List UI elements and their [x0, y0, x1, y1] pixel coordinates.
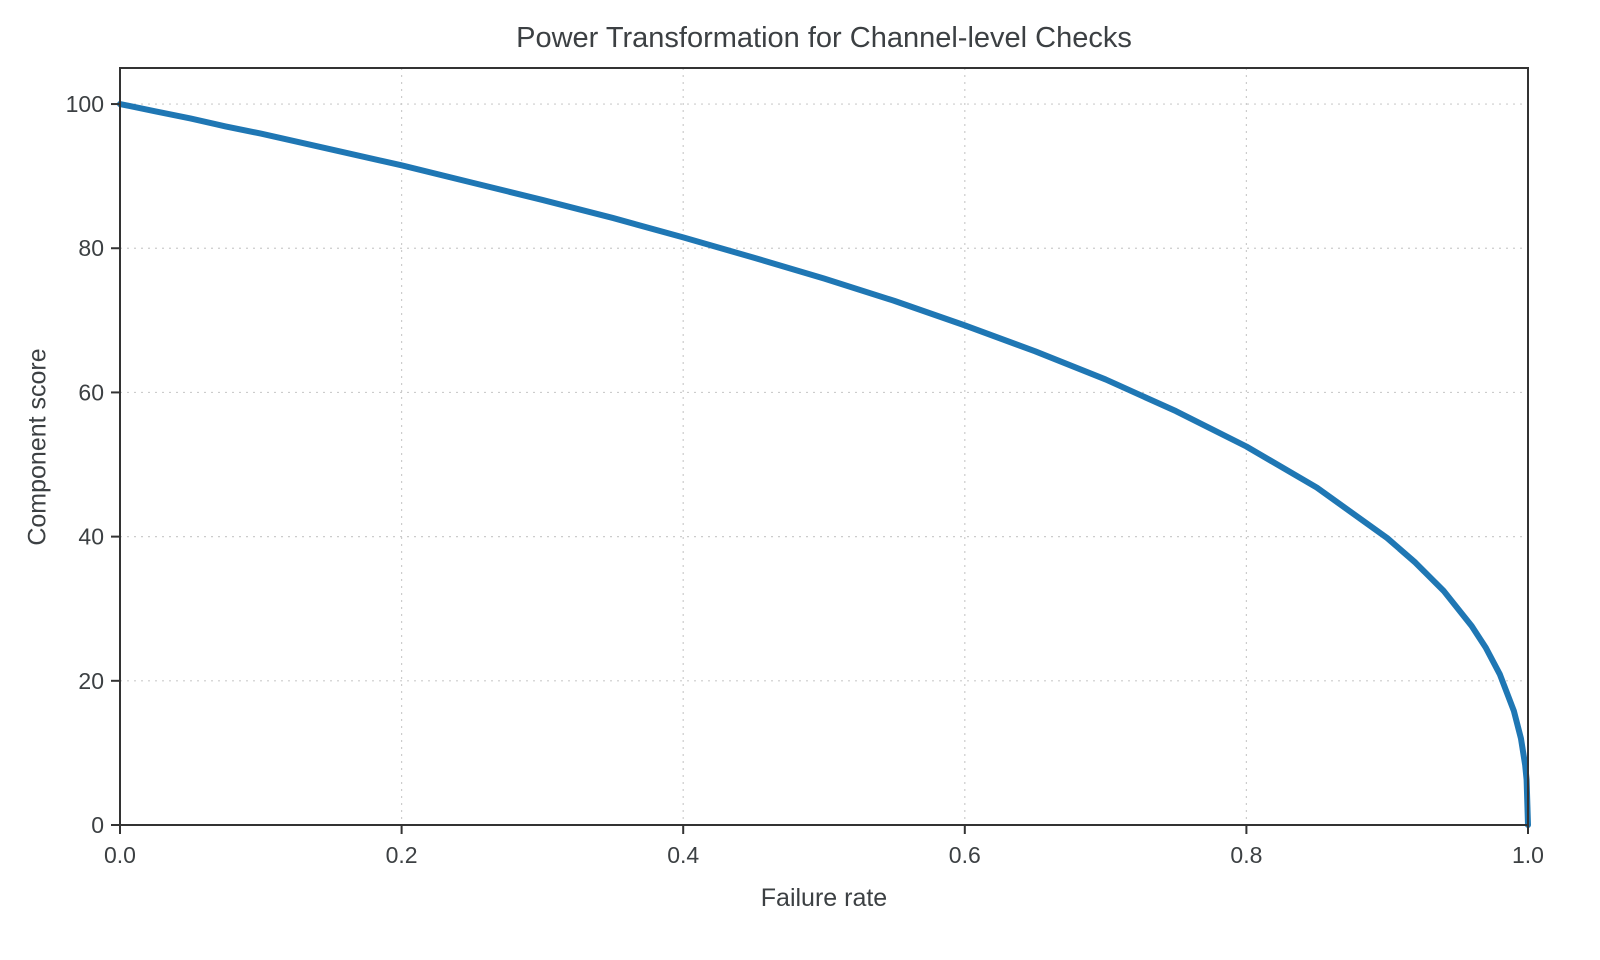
x-tick-label: 0.0: [104, 842, 136, 868]
x-tick-label: 0.2: [386, 842, 418, 868]
x-tick-label: 1.0: [1512, 842, 1544, 868]
y-tick-label: 60: [78, 379, 104, 405]
x-tick-label: 0.8: [1230, 842, 1262, 868]
y-tick-label: 20: [78, 668, 104, 694]
x-tick-label: 0.6: [949, 842, 981, 868]
x-axis-label: Failure rate: [760, 884, 888, 912]
y-axis-label: Component score: [23, 348, 52, 546]
component-score-curve-line: [117, 101, 1531, 828]
y-tick-label: 0: [91, 812, 104, 838]
x-tick-label: 0.4: [667, 842, 699, 868]
y-tick-label: 80: [78, 235, 104, 261]
y-tick-label: 40: [78, 524, 104, 550]
chart-title: Power Transformation for Channel-level C…: [516, 22, 1132, 54]
plot-border: [119, 67, 1529, 826]
y-tick-label: 100: [66, 91, 104, 117]
